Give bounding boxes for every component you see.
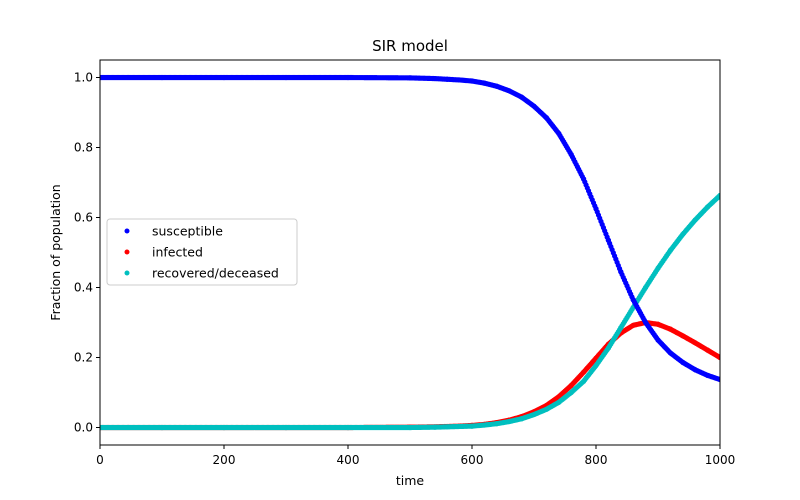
series-recovered-deceased bbox=[100, 192, 720, 431]
data-point bbox=[605, 345, 612, 351]
y-axis-label: Fraction of population bbox=[48, 184, 63, 320]
data-point bbox=[481, 422, 487, 428]
data-point bbox=[457, 423, 463, 430]
plot-frame bbox=[99, 59, 721, 446]
data-point bbox=[667, 326, 674, 332]
data-point bbox=[100, 424, 103, 431]
data-point bbox=[667, 247, 674, 253]
data-point bbox=[531, 103, 537, 109]
data-point bbox=[568, 151, 574, 158]
series-layer bbox=[100, 74, 720, 431]
data-point bbox=[345, 74, 351, 81]
data-point bbox=[506, 418, 512, 425]
data-point bbox=[432, 424, 438, 430]
data-point bbox=[667, 350, 674, 356]
data-point bbox=[581, 176, 587, 182]
data-point bbox=[444, 76, 450, 82]
data-point bbox=[345, 424, 351, 431]
data-point bbox=[705, 347, 711, 353]
legend-label-susceptible: susceptible bbox=[152, 224, 223, 239]
data-point bbox=[630, 322, 636, 328]
data-point bbox=[481, 80, 487, 86]
x-tick-label: 0 bbox=[96, 453, 104, 467]
data-point bbox=[655, 265, 661, 271]
data-point bbox=[543, 406, 550, 412]
data-point bbox=[469, 423, 475, 429]
y-tick-label: 1.0 bbox=[74, 71, 93, 85]
y-tick-label: 0.8 bbox=[74, 141, 93, 155]
data-point bbox=[717, 354, 720, 361]
data-point bbox=[494, 83, 500, 89]
data-point bbox=[692, 217, 698, 223]
data-point bbox=[705, 372, 711, 378]
data-point bbox=[506, 88, 512, 94]
data-point bbox=[407, 424, 413, 431]
data-point bbox=[519, 94, 525, 100]
data-point bbox=[100, 74, 103, 81]
data-point bbox=[655, 321, 661, 327]
data-point bbox=[581, 369, 587, 375]
data-point bbox=[159, 424, 165, 431]
legend-box bbox=[106, 218, 298, 286]
data-point bbox=[568, 382, 574, 389]
y-tick-label: 0.0 bbox=[74, 421, 93, 435]
data-point bbox=[568, 389, 574, 396]
data-point bbox=[717, 192, 720, 199]
x-tick-label: 200 bbox=[213, 453, 236, 467]
data-point bbox=[469, 78, 475, 84]
series-susceptible bbox=[100, 74, 720, 383]
data-point bbox=[630, 297, 636, 303]
data-point bbox=[593, 206, 599, 212]
data-point bbox=[655, 337, 661, 343]
data-point bbox=[221, 424, 227, 431]
data-point bbox=[556, 394, 562, 400]
data-point bbox=[556, 399, 562, 405]
data-point bbox=[159, 74, 165, 81]
data-point bbox=[680, 359, 686, 365]
chart-title: SIR model bbox=[372, 37, 448, 55]
data-point bbox=[692, 340, 698, 346]
x-axis: 0 200 400 600 800 1000 bbox=[96, 445, 735, 467]
legend: susceptible infected recovered/deceased bbox=[106, 218, 298, 286]
y-tick-label: 0.2 bbox=[74, 351, 93, 365]
y-tick-label: 0.6 bbox=[74, 211, 93, 225]
legend-marker-susceptible bbox=[124, 228, 130, 234]
data-point bbox=[618, 325, 624, 331]
data-point bbox=[556, 130, 562, 137]
data-point bbox=[221, 74, 227, 81]
x-tick-label: 1000 bbox=[705, 453, 736, 467]
data-point bbox=[717, 376, 720, 383]
data-point bbox=[605, 237, 612, 243]
x-tick-label: 800 bbox=[585, 453, 608, 467]
x-axis-label: time bbox=[396, 473, 425, 488]
data-point bbox=[680, 231, 686, 237]
data-point bbox=[283, 424, 289, 431]
data-point bbox=[692, 367, 698, 373]
data-point bbox=[519, 416, 525, 422]
data-point bbox=[680, 333, 686, 339]
legend-label-infected: infected bbox=[152, 245, 203, 260]
x-tick-label: 400 bbox=[337, 453, 360, 467]
y-tick-label: 0.4 bbox=[74, 281, 93, 295]
y-axis: 0.0 0.2 0.4 0.6 0.8 1.0 bbox=[74, 71, 100, 435]
data-point bbox=[283, 74, 289, 81]
legend-marker-infected bbox=[124, 249, 130, 255]
data-point bbox=[444, 424, 450, 430]
data-point bbox=[581, 378, 587, 384]
data-point bbox=[494, 421, 500, 427]
data-point bbox=[618, 269, 624, 275]
data-point bbox=[432, 75, 438, 82]
x-tick-label: 600 bbox=[461, 453, 484, 467]
legend-marker-recovered bbox=[124, 270, 130, 276]
data-point bbox=[407, 75, 413, 81]
data-point bbox=[643, 284, 649, 291]
data-point bbox=[593, 362, 599, 369]
data-point bbox=[531, 411, 537, 418]
legend-label-recovered: recovered/deceased bbox=[152, 266, 279, 281]
data-point bbox=[457, 77, 463, 83]
data-point bbox=[705, 204, 711, 210]
data-point bbox=[643, 319, 649, 326]
data-point bbox=[543, 115, 550, 121]
